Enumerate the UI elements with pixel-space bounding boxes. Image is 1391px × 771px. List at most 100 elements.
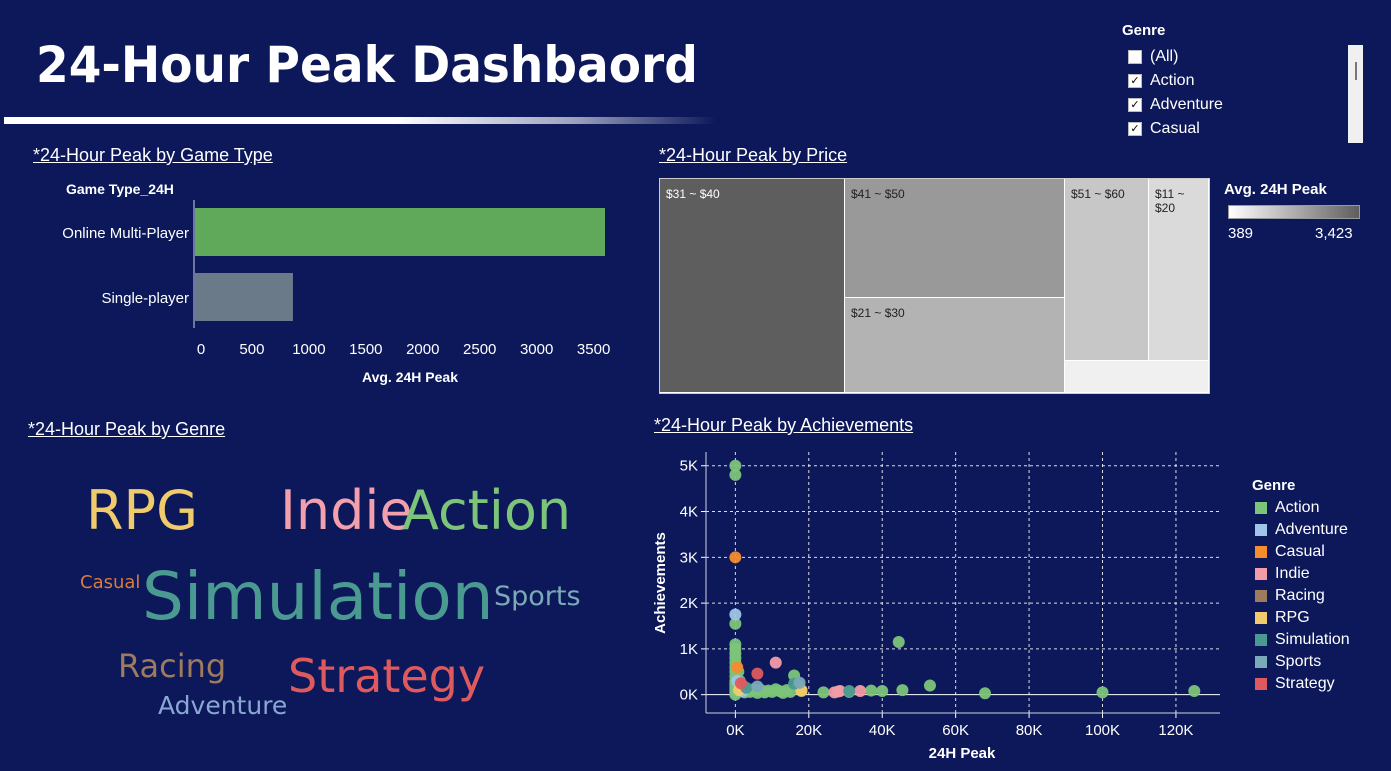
genre-wordcloud: RPG Indie Action Casual Simulation Sport… [0, 440, 640, 760]
legend-swatch [1255, 656, 1267, 668]
bar-row-header: Game Type_24H [66, 181, 174, 197]
legend-item-strategy[interactable]: Strategy [1255, 675, 1335, 693]
scatter-x-tick: 120K [1158, 722, 1193, 739]
word-indie: Indie [280, 479, 413, 542]
bar-x-tick: 1500 [349, 341, 382, 358]
scatter-chart: 0K 1K 2K 3K 4K 5K 0K 20K 40K 60K 80K 100K 120K 24H Pe… [652, 452, 1220, 762]
genre-filter: Genre (All) ✓ Action ✓ Adventure ✓ Casua… [1122, 20, 1372, 150]
legend-swatch [1255, 678, 1267, 690]
filter-item-all[interactable]: (All) [1128, 47, 1178, 67]
legend-item-action[interactable]: Action [1255, 499, 1319, 517]
color-legend-max: 3,423 [1315, 225, 1353, 242]
legend-label: Racing [1275, 587, 1325, 604]
filter-title: Genre [1122, 22, 1166, 39]
filter-item-label: Adventure [1150, 96, 1223, 113]
legend-item-indie[interactable]: Indie [1255, 565, 1310, 583]
scatter-point-action [865, 684, 878, 697]
scatter-point-sports [751, 680, 764, 693]
scatter-point-indie [769, 656, 782, 669]
word-rpg: RPG [86, 479, 198, 542]
scatter-y-tick: 4K [680, 504, 698, 521]
bar-x-tick: 1000 [292, 341, 325, 358]
legend-swatch [1255, 546, 1267, 558]
scatter-y-tick: 3K [680, 549, 698, 566]
legend-swatch [1255, 524, 1267, 536]
legend-swatch [1255, 502, 1267, 514]
treemap-tile-0: $31 ~ $40 [660, 179, 845, 393]
word-casual: Casual [80, 572, 141, 593]
legend-item-adventure[interactable]: Adventure [1255, 521, 1348, 539]
legend-label: Casual [1275, 543, 1325, 560]
color-legend-min: 389 [1228, 225, 1254, 242]
treemap-tile-2: $21 ~ $30 [845, 298, 1065, 393]
price-treemap: $31 ~ $40 $41 ~ $50 $21 ~ $30 $51 ~ $60 $11 … [659, 178, 1210, 394]
scatter-y-tick: 5K [680, 458, 698, 475]
legend-label: Simulation [1275, 631, 1350, 648]
word-strategy: Strategy [288, 649, 486, 703]
legend-swatch [1255, 612, 1267, 624]
bar-1 [195, 273, 293, 321]
scatter-point-adventure [729, 608, 742, 621]
legend-item-simulation[interactable]: Simulation [1255, 631, 1350, 649]
scatter-point-action [729, 617, 742, 630]
bar-x-tick: 3500 [577, 341, 610, 358]
legend-swatch [1255, 634, 1267, 646]
checkbox[interactable] [1128, 50, 1142, 64]
legend-item-rpg[interactable]: RPG [1255, 609, 1310, 627]
bar-chart: Game Type_24H Online Multi-Player Single-p… [62, 181, 610, 385]
color-legend-title: Avg. 24H Peak [1224, 181, 1327, 198]
legend-item-casual[interactable]: Casual [1255, 543, 1325, 561]
scatter-point-action [729, 459, 742, 472]
scatter-x-tick: 0K [726, 722, 744, 739]
section-title-game-type: *24-Hour Peak by Game Type [33, 145, 273, 165]
scatter-point-action [729, 468, 742, 481]
treemap-tile-3: $51 ~ $60 [1065, 179, 1149, 361]
legend-item-racing[interactable]: Racing [1255, 587, 1325, 605]
bar-category-label: Online Multi-Player [62, 225, 189, 242]
scatter-x-tick: 20K [795, 722, 822, 739]
scatter-x-tick: 100K [1085, 722, 1120, 739]
bar-0 [195, 208, 605, 256]
legend-item-sports[interactable]: Sports [1255, 653, 1321, 671]
scatter-y-axis-label: Achievements [652, 532, 669, 634]
filter-scrollbar[interactable] [1348, 45, 1363, 143]
bar-x-tick: 3000 [520, 341, 553, 358]
treemap-tile-4: $11 ~ $20 [1149, 179, 1209, 361]
checkbox-checked[interactable]: ✓ [1128, 98, 1142, 112]
section-title-genre: *24-Hour Peak by Genre [28, 419, 226, 439]
color-legend-gradient [1228, 205, 1360, 219]
checkbox-checked[interactable]: ✓ [1128, 74, 1142, 88]
dashboard-title: 24-Hour Peak Dashbaord [36, 36, 698, 94]
legend-label: Sports [1275, 653, 1322, 670]
scatter-point-casual [731, 661, 744, 674]
word-racing: Racing [118, 647, 227, 685]
scrollbar-thumb[interactable] [1355, 62, 1357, 80]
filter-item-label: (All) [1150, 48, 1179, 65]
filter-item-action[interactable]: ✓ Action [1128, 71, 1194, 91]
scatter-point-action [896, 684, 909, 697]
scatter-y-tick: 2K [680, 595, 698, 612]
word-sports: Sports [494, 581, 581, 612]
legend-label: RPG [1275, 609, 1310, 626]
section-title-price: *24-Hour Peak by Price [659, 145, 848, 165]
legend-label: Action [1275, 499, 1320, 516]
checkbox-checked[interactable]: ✓ [1128, 122, 1142, 136]
scatter-point-action [923, 679, 936, 692]
scatter-legend-title: Genre [1252, 477, 1296, 494]
scatter-point-simulation [843, 685, 856, 698]
filter-item-label: Casual [1150, 120, 1200, 137]
section-title-achievements: *24-Hour Peak by Achievements [654, 415, 914, 435]
treemap-tile-5 [1065, 361, 1209, 393]
filter-item-casual[interactable]: ✓ Casual [1128, 119, 1200, 139]
scatter-x-tick: 80K [1016, 722, 1043, 739]
scatter-point-indie [854, 685, 867, 698]
bar-category-label: Single-player [101, 290, 189, 307]
scatter-x-axis-label: 24H Peak [929, 745, 996, 762]
scatter-point-sports [793, 676, 806, 689]
filter-item-adventure[interactable]: ✓ Adventure [1128, 95, 1223, 115]
bar-x-tick: 500 [239, 341, 264, 358]
word-action: Action [402, 479, 572, 542]
filter-item-label: Action [1150, 72, 1195, 89]
treemap-tile-1: $41 ~ $50 [845, 179, 1065, 298]
scatter-point-action [1188, 685, 1201, 698]
